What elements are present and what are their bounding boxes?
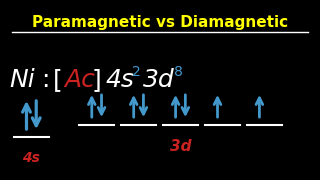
Text: 3d: 3d [170, 139, 191, 154]
Text: :: : [41, 68, 50, 92]
Text: 4s: 4s [105, 68, 134, 92]
Text: Ni: Ni [9, 68, 35, 92]
Text: 4s: 4s [22, 151, 40, 165]
Text: 3d: 3d [143, 68, 175, 92]
Text: 2: 2 [132, 65, 140, 79]
Text: [: [ [53, 68, 62, 92]
Text: 8: 8 [174, 65, 182, 79]
Text: Paramagnetic vs Diamagnetic: Paramagnetic vs Diamagnetic [32, 15, 288, 30]
Text: Ac: Ac [65, 68, 95, 92]
Text: ]: ] [92, 68, 101, 92]
